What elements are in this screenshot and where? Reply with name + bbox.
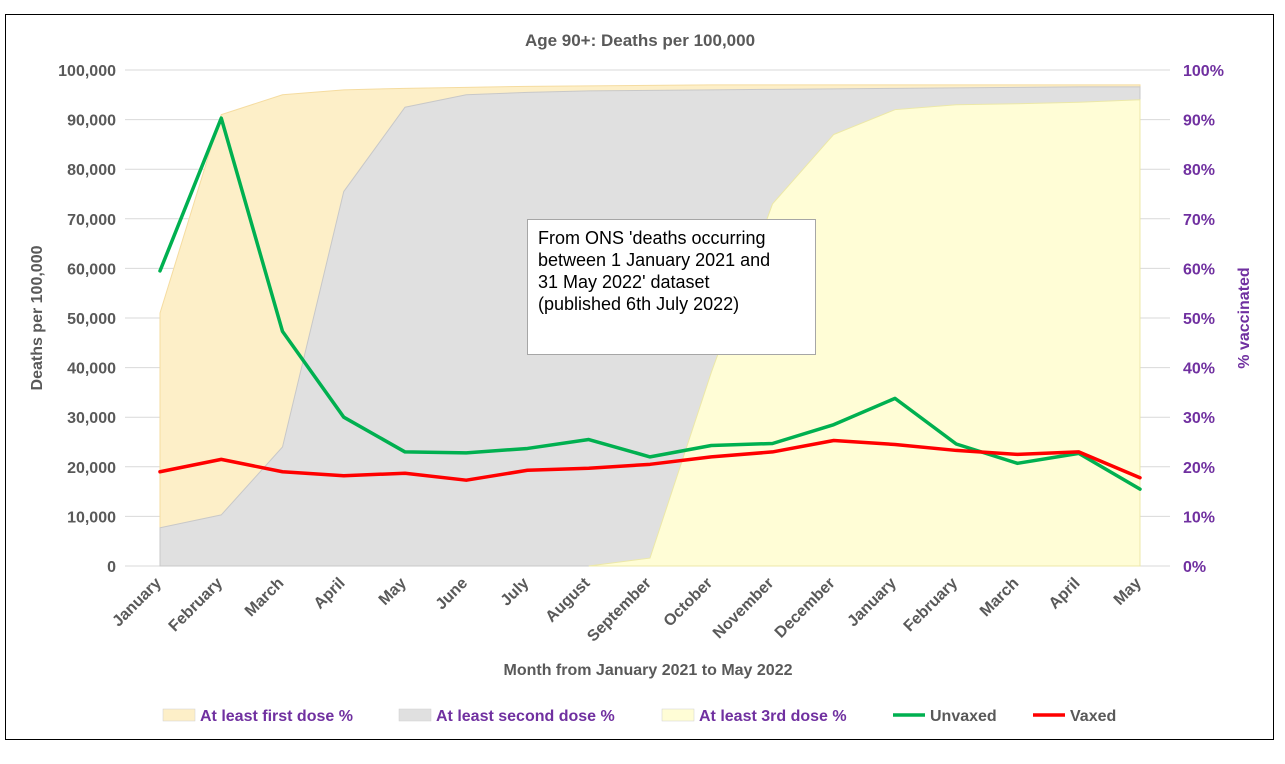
x-tick-label: August [543, 574, 594, 625]
y2-tick-label: 10% [1183, 509, 1215, 526]
y-tick-label: 60,000 [67, 261, 116, 278]
y-tick-label: 100,000 [58, 63, 116, 80]
x-tick-label: March [977, 575, 1022, 620]
x-tick-label: March [242, 575, 287, 620]
legend-swatch [162, 708, 196, 722]
y2-tick-label: 50% [1183, 311, 1215, 328]
legend-swatch [661, 708, 695, 722]
y-tick-label: 30,000 [67, 410, 116, 427]
x-tick-label: February [901, 575, 962, 636]
y2-tick-label: 20% [1183, 460, 1215, 477]
x-tick-label: April [311, 575, 349, 613]
legend-swatch [398, 708, 432, 722]
y2-tick-label: 30% [1183, 410, 1215, 427]
legend-label: At least 3rd dose % [699, 708, 847, 725]
y2-tick-label: 70% [1183, 212, 1215, 229]
x-tick-label: May [1111, 575, 1145, 609]
y2-tick-label: 80% [1183, 162, 1215, 179]
y-tick-label: 0 [107, 559, 116, 576]
x-axis-ticks: January February March April May June July Augu… [109, 574, 1144, 645]
x-tick-label: April [1046, 575, 1084, 613]
legend: At least first dose % At least second dos… [162, 708, 1116, 725]
x-tick-label: November [710, 575, 777, 642]
y-tick-label: 50,000 [67, 311, 116, 328]
y2-axis-title: % vaccinated [1236, 267, 1253, 368]
y2-tick-label: 60% [1183, 261, 1215, 278]
left-axis-ticks: 0 10,000 20,000 30,000 40,000 50,000 60,000 70,… [58, 63, 116, 576]
y-tick-label: 80,000 [67, 162, 116, 179]
annotation-line: between 1 January 2021 and [538, 250, 771, 270]
y-axis-title: Deaths per 100,000 [29, 245, 46, 390]
annotation-line: 31 May 2022' dataset [538, 272, 710, 292]
y-tick-label: 10,000 [67, 509, 116, 526]
y-tick-label: 90,000 [67, 113, 116, 130]
y2-tick-label: 90% [1183, 113, 1215, 130]
y2-tick-label: 40% [1183, 361, 1215, 378]
annotation-line: (published 6th July 2022) [538, 294, 740, 314]
legend-label: At least first dose % [200, 708, 353, 725]
x-tick-label: January [109, 575, 164, 630]
x-tick-label: October [661, 575, 716, 630]
area-series [588, 99, 1141, 567]
legend-label: Unvaxed [930, 708, 997, 725]
y2-tick-label: 100% [1183, 63, 1224, 80]
death-rate-lines [158, 116, 1142, 491]
annotation-line: From ONS 'deaths occurring [538, 228, 766, 248]
x-tick-label: July [498, 575, 533, 610]
x-tick-label: June [433, 575, 471, 613]
x-axis-title: Month from January 2021 to May 2022 [504, 662, 793, 679]
y-tick-label: 70,000 [67, 212, 116, 229]
legend-label: Vaxed [1070, 708, 1116, 725]
right-axis-ticks: 0% 10% 20% 30% 40% 50% 60% 70% 80% 90% 100% [1183, 63, 1224, 576]
legend-label: At least second dose % [436, 708, 615, 725]
x-tick-label: September [584, 575, 655, 646]
y2-tick-label: 0% [1183, 559, 1206, 576]
line-series [158, 438, 1142, 482]
chart-title: Age 90+: Deaths per 100,000 [525, 31, 755, 50]
x-tick-label: January [844, 575, 899, 630]
x-tick-label: December [772, 575, 839, 642]
y-tick-label: 40,000 [67, 361, 116, 378]
y-tick-label: 20,000 [67, 460, 116, 477]
x-tick-label: May [376, 575, 410, 609]
source-annotation: From ONS 'deaths occurring between 1 Jan… [527, 219, 816, 355]
x-tick-label: February [166, 575, 227, 636]
